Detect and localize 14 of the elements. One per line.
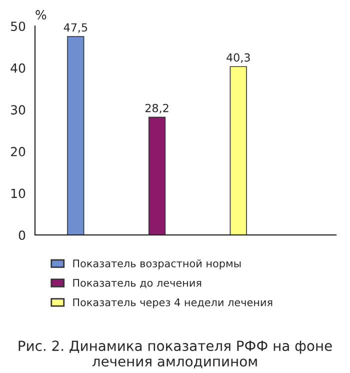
y-tick-label: 10 [11, 188, 26, 198]
y-tick-label: 0 [18, 230, 26, 240]
legend-label: Показатель до лечения [73, 279, 202, 288]
text: Рис. 2. Динамика показателя РФФ на фоне лечения амлодипином [18, 340, 332, 368]
legend-label: Показатель через 4 недели лечения [73, 298, 272, 308]
y-axis-title: % [36, 10, 46, 20]
data-label: 47,5 [64, 23, 88, 33]
data-label: 40,3 [226, 53, 250, 63]
y-tick-label: 40 [10, 63, 26, 73]
legend-label: Показатель возрастной нормы [73, 259, 241, 270]
y-tick-label: 20 [10, 146, 26, 156]
data-label: 28,2 [145, 104, 168, 114]
y-tick-label: 30 [11, 105, 26, 115]
y-tick-label: 50 [11, 22, 26, 32]
